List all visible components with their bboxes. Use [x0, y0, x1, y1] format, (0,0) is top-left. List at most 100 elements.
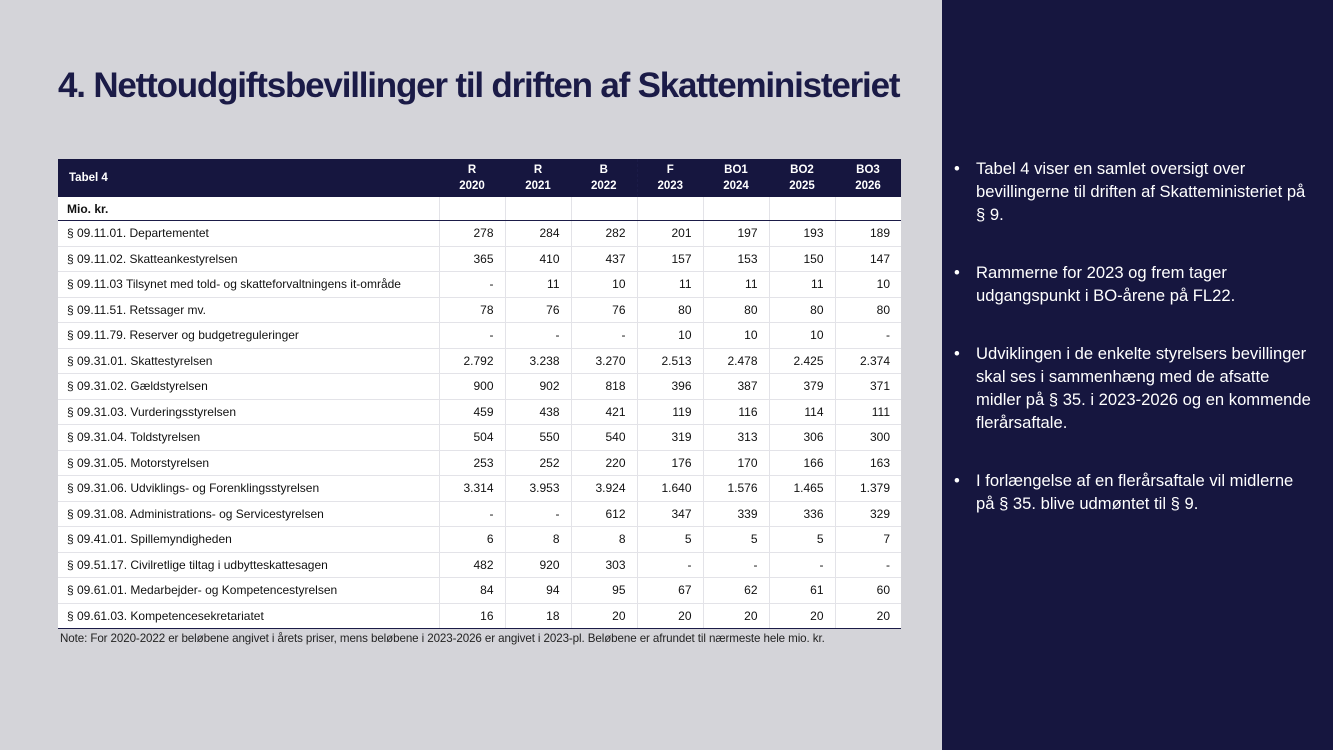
value-cell: 76	[504, 297, 571, 323]
value-cell: 10	[570, 271, 638, 298]
value-cell: 252	[504, 450, 571, 476]
column-header: B 2022	[571, 159, 638, 197]
column-type: B	[599, 164, 608, 176]
table-note: Note: For 2020-2022 er beløbene angivet …	[60, 632, 825, 645]
value-cell: 336	[768, 501, 835, 527]
row-label: § 09.31.04. Toldstyrelsen	[58, 424, 439, 451]
unit-row: Mio. kr.	[58, 197, 905, 221]
value-cell: 1.576	[702, 475, 769, 502]
value-cell: 20	[834, 603, 901, 629]
value-cell: 16	[438, 603, 505, 629]
column-header: BO2 2025	[769, 159, 835, 197]
value-cell: 396	[636, 373, 704, 400]
table-header-row: Tabel 4 R 2020 R 2021 B 2022 F 2023 BO1 2024 BO2 20…	[58, 159, 905, 197]
unit-cell	[834, 197, 901, 221]
value-cell: 284	[504, 220, 571, 247]
value-cell: 550	[504, 424, 571, 451]
value-cell: 2.374	[834, 348, 901, 374]
column-header: F 2023	[637, 159, 703, 197]
value-cell: 3.953	[504, 475, 571, 502]
value-cell: 303	[570, 552, 638, 578]
value-cell: 95	[570, 577, 638, 604]
table-row: § 09.11.79. Reserver og budgetregulering…	[58, 322, 905, 349]
budget-table: Tabel 4 R 2020 R 2021 B 2022 F 2023 BO1 2024 BO2 20…	[58, 159, 905, 629]
value-cell: 166	[768, 450, 835, 476]
column-type: F	[666, 164, 674, 176]
column-type: BO2	[790, 164, 814, 176]
column-type: R	[533, 164, 543, 176]
row-label: § 09.11.03 Tilsynet med told- og skattef…	[58, 271, 439, 298]
unit-cell	[636, 197, 704, 221]
value-cell: 18	[504, 603, 571, 629]
row-label: § 09.31.01. Skattestyrelsen	[58, 348, 439, 374]
value-cell: 20	[570, 603, 638, 629]
value-cell: -	[504, 501, 571, 527]
bullet-text: Tabel 4 viser en samlet oversigt over be…	[976, 159, 1306, 224]
value-cell: -	[834, 552, 901, 578]
value-cell: 5	[702, 526, 769, 553]
value-cell: 80	[768, 297, 835, 323]
value-cell: 170	[702, 450, 769, 476]
row-label: § 09.31.05. Motorstyrelsen	[58, 450, 439, 476]
unit-cell	[702, 197, 769, 221]
bullet-dot-icon: •	[954, 471, 960, 490]
bullet-dot-icon: •	[954, 159, 960, 178]
value-cell: 379	[768, 373, 835, 400]
value-cell: 193	[768, 220, 835, 247]
value-cell: 11	[702, 271, 769, 298]
value-cell: 900	[438, 373, 505, 400]
value-cell: 387	[702, 373, 769, 400]
value-cell: -	[438, 501, 505, 527]
value-cell: -	[636, 552, 704, 578]
row-label: § 09.11.02. Skatteankestyrelsen	[58, 246, 439, 272]
column-year: 2026	[855, 180, 881, 192]
value-cell: 11	[768, 271, 835, 298]
bullet-item: • Tabel 4 viser en samlet oversigt over b…	[954, 157, 1314, 226]
table-row: § 09.41.01. Spillemyndigheden 6 8 8 5 5 5 7	[58, 526, 905, 553]
table-row: § 09.31.03. Vurderingsstyrelsen 459 438 421…	[58, 399, 905, 425]
value-cell: 80	[702, 297, 769, 323]
value-cell: 114	[768, 399, 835, 425]
value-cell: 902	[504, 373, 571, 400]
value-cell: 80	[636, 297, 704, 323]
table-row: § 09.51.17. Civilretlige tiltag i udbytt…	[58, 552, 905, 578]
value-cell: 1.379	[834, 475, 901, 502]
column-year: 2020	[459, 180, 485, 192]
value-cell: 438	[504, 399, 571, 425]
table-row: § 09.11.03 Tilsynet med told- og skattef…	[58, 271, 905, 298]
value-cell: 459	[438, 399, 505, 425]
bullet-text: I forlængelse af en flerårsaftale vil mi…	[976, 471, 1294, 513]
column-header: R 2020	[439, 159, 505, 197]
table-row: § 09.31.06. Udviklings- og Forenklingsst…	[58, 475, 905, 502]
value-cell: 11	[504, 271, 571, 298]
value-cell: 176	[636, 450, 704, 476]
value-cell: 76	[570, 297, 638, 323]
value-cell: 20	[768, 603, 835, 629]
column-year: 2021	[525, 180, 551, 192]
value-cell: 147	[834, 246, 901, 272]
bullet-text: Udviklingen i de enkelte styrelsers bevi…	[976, 344, 1311, 432]
row-label: § 09.31.02. Gældstyrelsen	[58, 373, 439, 400]
budget-table-container: Tabel 4 R 2020 R 2021 B 2022 F 2023 BO1 2024 BO2 20…	[58, 159, 905, 629]
value-cell: 3.924	[570, 475, 638, 502]
value-cell: 163	[834, 450, 901, 476]
value-cell: 504	[438, 424, 505, 451]
row-label: § 09.41.01. Spillemyndigheden	[58, 526, 439, 553]
value-cell: 5	[636, 526, 704, 553]
value-cell: 612	[570, 501, 638, 527]
value-cell: -	[768, 552, 835, 578]
slide-title: 4. Nettoudgiftsbevillinger til driften a…	[58, 66, 900, 105]
value-cell: 253	[438, 450, 505, 476]
value-cell: 119	[636, 399, 704, 425]
value-cell: 339	[702, 501, 769, 527]
value-cell: 60	[834, 577, 901, 604]
value-cell: 62	[702, 577, 769, 604]
row-label: § 09.11.51. Retssager mv.	[58, 297, 439, 323]
unit-cell	[504, 197, 571, 221]
value-cell: 8	[570, 526, 638, 553]
table-row: § 09.31.01. Skattestyrelsen 2.792 3.238 3.2…	[58, 348, 905, 374]
row-label: § 09.31.06. Udviklings- og Forenklingsst…	[58, 475, 439, 502]
value-cell: 11	[636, 271, 704, 298]
value-cell: 3.238	[504, 348, 571, 374]
bullet-dot-icon: •	[954, 263, 960, 282]
